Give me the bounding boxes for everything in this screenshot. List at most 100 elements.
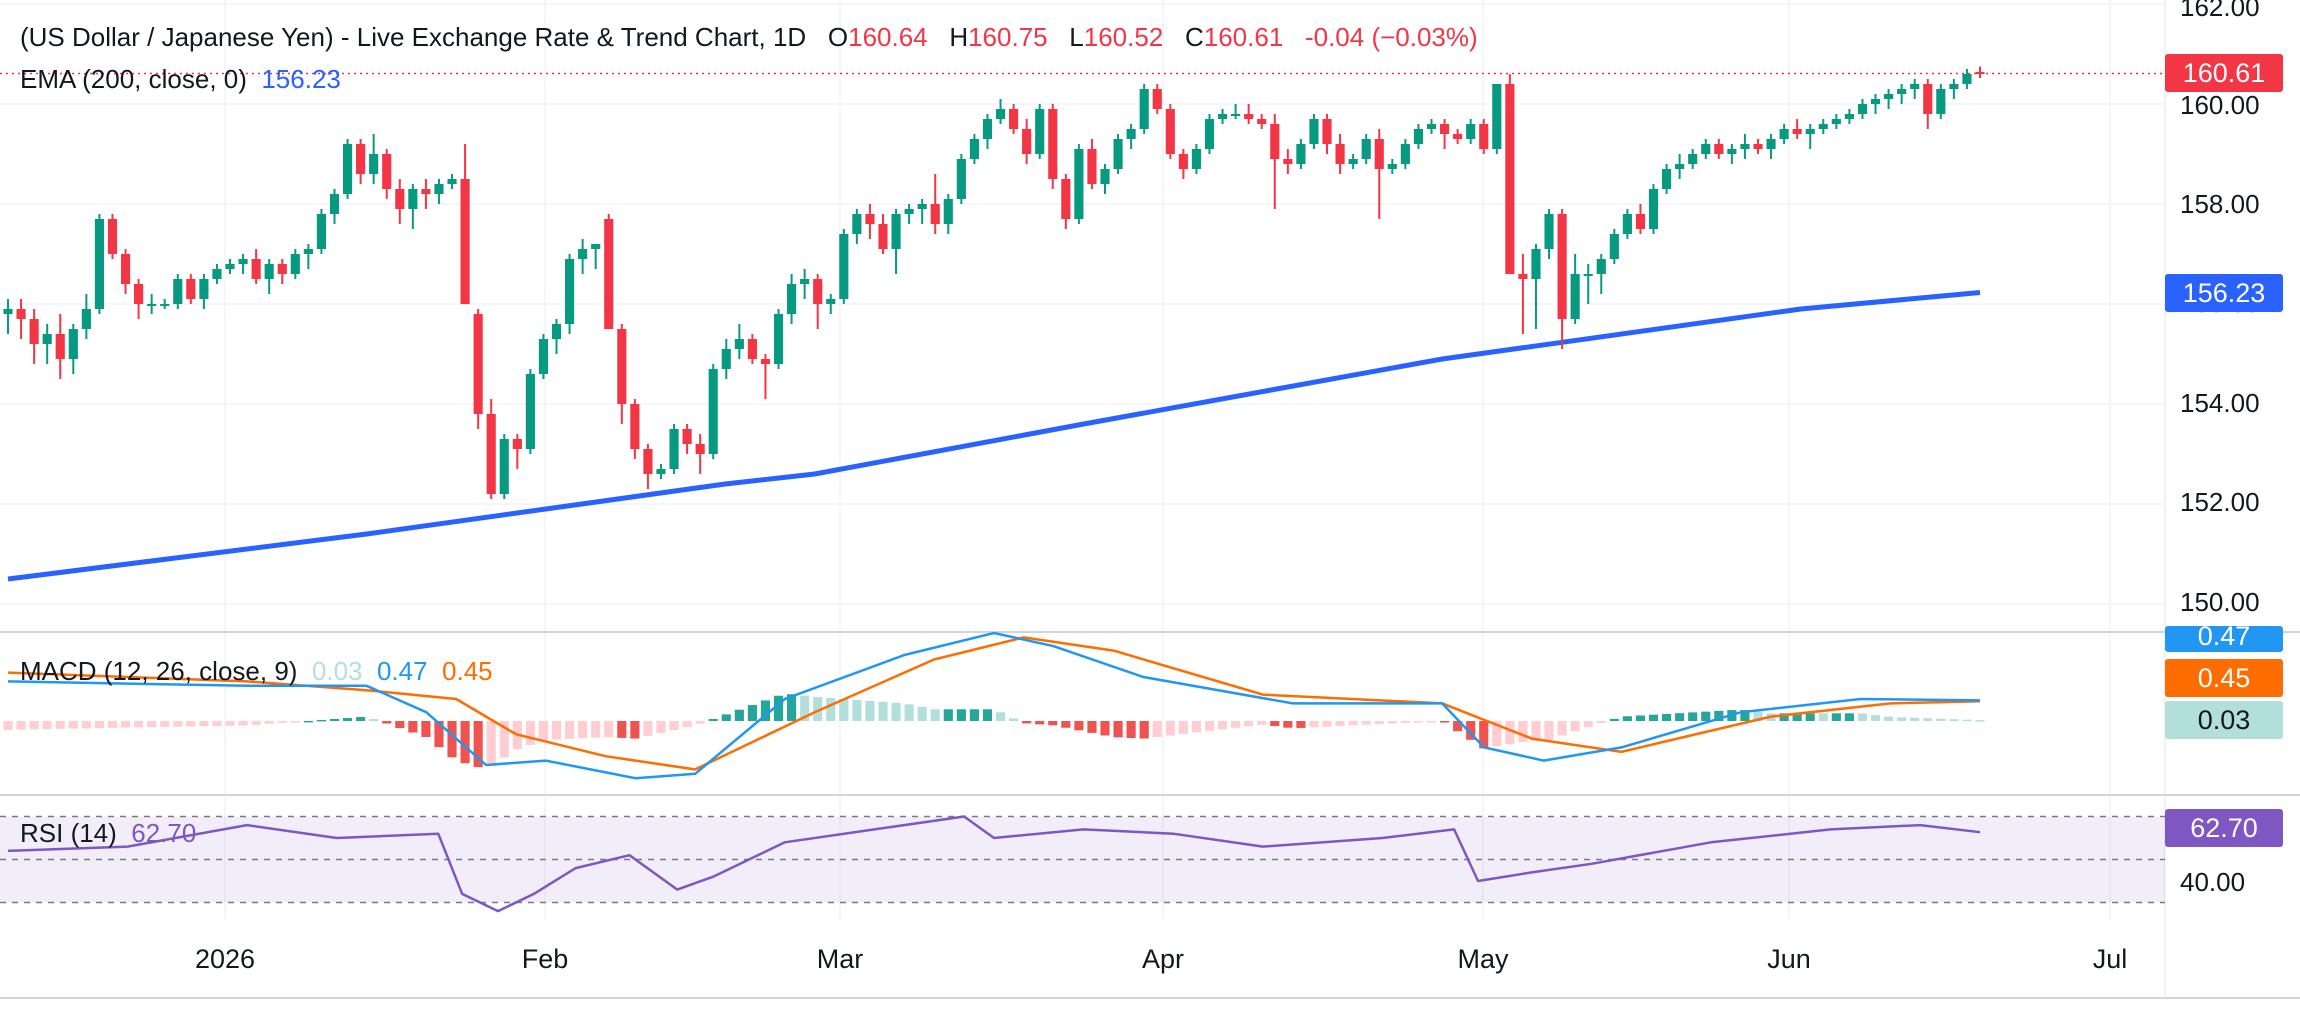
macd-histogram-bar [578, 721, 588, 739]
macd-histogram-bar [930, 709, 940, 721]
macd-signal-line [7, 636, 1981, 771]
macd-histogram-bar [1884, 716, 1894, 721]
candle-body [1492, 84, 1502, 149]
macd-histogram-bar [1714, 710, 1724, 721]
macd-histogram-bar [329, 718, 340, 721]
candle-body [473, 314, 483, 414]
candle-body [1322, 119, 1332, 144]
open-label: O [827, 22, 849, 52]
macd-histogram-bar [1949, 719, 1959, 721]
candle-body [238, 259, 248, 264]
candle-body [1870, 99, 1881, 104]
candle-body [408, 189, 418, 209]
rsi-tag: 62.70 [2165, 809, 2283, 847]
macd-histogram-bar [1831, 713, 1841, 721]
rsi-legend[interactable]: RSI (14) 62.70 [20, 818, 196, 849]
candle-body [1387, 164, 1397, 169]
candle-body [1374, 139, 1384, 169]
macd-histogram-bar [1178, 721, 1188, 734]
candle-body [982, 119, 993, 139]
macd-histogram-bar [643, 721, 653, 736]
candle-body [1100, 169, 1110, 184]
macd-histogram-bar [1061, 721, 1071, 728]
macd-histogram-bar [1635, 715, 1646, 721]
macd-histogram-bar [1870, 715, 1881, 721]
candle-body [1635, 214, 1646, 229]
candle-body [1740, 144, 1750, 149]
candle-body [1505, 84, 1515, 274]
macd-histogram-bar [982, 709, 993, 721]
x-axis-label: May [1457, 944, 1509, 974]
candle-body [1061, 179, 1071, 219]
x-axis-label: Jun [1767, 944, 1811, 974]
macd-histogram-bar [277, 721, 287, 723]
macd-histogram-bar [995, 712, 1006, 721]
candle-body [1400, 144, 1410, 164]
macd-histogram-bar [342, 717, 353, 721]
macd-histogram-bar [747, 705, 757, 721]
candle-body [1204, 119, 1215, 149]
candle-body [813, 279, 823, 304]
candle-body [1244, 114, 1254, 119]
hist-tag: 0.03 [2165, 701, 2283, 739]
candle-body [1622, 214, 1632, 234]
macd-histogram-bar [891, 702, 901, 721]
candle-body [1661, 169, 1672, 189]
macd-legend[interactable]: MACD (12, 26, close, 9) 0.03 0.47 0.45 [20, 656, 493, 687]
candle-body [617, 329, 627, 404]
candle-body [656, 469, 666, 474]
candle-body [1923, 84, 1933, 114]
macd-histogram-bar [1361, 721, 1371, 725]
candle-body [42, 334, 52, 344]
candle-body [29, 319, 39, 344]
macd-histogram-bar [290, 721, 300, 723]
candle-body [16, 309, 26, 319]
candle-body [1897, 89, 1907, 94]
candle-body [969, 139, 979, 159]
macd-histogram-bar [1374, 721, 1384, 725]
macd-histogram-bar [460, 721, 470, 764]
macd-histogram-bar [1217, 721, 1228, 730]
macd-histogram-bar [1936, 718, 1946, 721]
macd-histogram-bar [68, 721, 78, 729]
candle-body [1675, 164, 1685, 169]
macd-histogram-bar [1518, 721, 1528, 742]
macd-histogram-bar [395, 721, 405, 729]
macd-histogram-bar [1257, 721, 1267, 725]
macd-histogram-bar [1283, 721, 1293, 728]
price-axis-label: 154.00 [2180, 388, 2260, 418]
candle-body [356, 144, 366, 174]
macd-histogram-bar [1439, 721, 1450, 723]
candle-body [760, 359, 771, 364]
candle-body [917, 204, 927, 209]
macd-histogram-bar [773, 695, 784, 721]
low-value: 160.52 [1083, 22, 1164, 52]
macd-histogram-bar [969, 709, 979, 721]
macd-histogram-bar [160, 721, 170, 727]
candle-body [995, 109, 1006, 119]
candle-body [186, 279, 196, 299]
open-value: 160.64 [848, 22, 928, 52]
macd-histogram-bar [1074, 721, 1084, 731]
macd-histogram-bar [1910, 717, 1920, 721]
x-axis-label: 2026 [194, 944, 256, 974]
candle-body [1074, 149, 1084, 219]
candle-body [212, 269, 222, 279]
macd-histogram-bar [708, 718, 718, 721]
macd-histogram-bar [1126, 721, 1136, 738]
ema-legend[interactable]: EMA (200, close, 0) 156.23 [20, 64, 341, 95]
candle-body [538, 339, 549, 374]
candle-body [865, 214, 875, 224]
macd-histogram-bar [564, 721, 575, 739]
candle-body [1152, 89, 1162, 109]
macd-histogram-bar [904, 704, 914, 721]
chart-header: (US Dollar / Japanese Yen) - Live Exchan… [20, 22, 1478, 53]
candle-body [160, 304, 170, 306]
macd-histogram-bar [94, 721, 104, 729]
macd-histogram-bar [917, 706, 927, 721]
candle-body [956, 159, 966, 199]
candle-body [1936, 89, 1946, 114]
candle-body [68, 329, 78, 359]
candle-body [173, 279, 183, 304]
